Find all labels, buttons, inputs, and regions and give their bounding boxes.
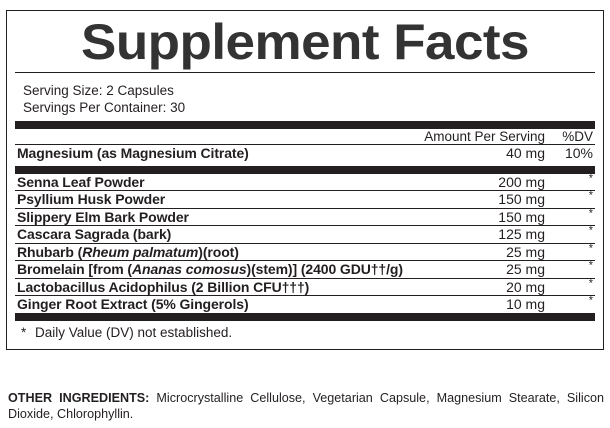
ingredient-latin-name: Rheum palmatum (82, 243, 199, 260)
table-row: Slippery Elm Bark Powder 150 mg * (15, 208, 595, 227)
ingredient-dv: * (588, 294, 593, 307)
ingredient-amount: 150 mg (417, 208, 549, 227)
header-percent-dv: %DV (549, 128, 595, 146)
thick-bar-bottom (15, 312, 595, 321)
ingredient-dv: * (549, 278, 595, 297)
other-ingredients-text: Microcrystalline Cellulose, Vegetarian C… (8, 391, 604, 422)
table-row-magnesium: Magnesium (as Magnesium Citrate) 40 mg 1… (15, 145, 595, 162)
ingredient-name: Senna Leaf Powder (15, 173, 417, 192)
serving-size: Serving Size: 2 Capsules (23, 83, 174, 98)
facts-panel: Supplement Facts Serving Size: 2 Capsule… (6, 10, 604, 351)
ingredient-dv: * (549, 243, 595, 262)
other-ingredients-label: OTHER INGREDIENTS: (8, 391, 150, 405)
nutrition-table: Amount Per Serving %DV Magnesium (as Mag… (15, 128, 595, 162)
footnote-text: Daily Value (DV) not established. (35, 324, 233, 340)
ingredient-name: Lactobacillus Acidophilus (2 Billion CFU… (15, 278, 417, 297)
ingredient-name: Bromelain [from (Ananas comosus)(stem)] … (15, 260, 417, 279)
ingredient-name: Rhubarb (Rheum palmatum)(root) (15, 243, 417, 262)
nutrient-amount: 40 mg (506, 145, 545, 162)
table-row: Cascara Sagrada (bark) 125 mg * (15, 225, 595, 244)
ingredient-latin-name: Ananas comosus (131, 261, 247, 278)
table-row: Rhubarb (Rheum palmatum)(root) 25 mg * (15, 243, 595, 262)
ingredient-name: Psyllium Husk Powder (15, 190, 417, 209)
ingredient-name: Cascara Sagrada (bark) (15, 225, 417, 244)
ingredient-dv: * (549, 260, 595, 279)
table-header-row: Amount Per Serving %DV (15, 128, 595, 146)
nutrient-dv: 10% (564, 145, 593, 162)
ingredients-table: Senna Leaf Powder 200 mg * Psyllium Husk Po… (15, 173, 595, 313)
ingredient-name: Slippery Elm Bark Powder (15, 208, 417, 227)
footnote-symbol: * (21, 324, 27, 340)
header-amount-per-serving: Amount Per Serving (417, 128, 549, 146)
footnote: * Daily Value (DV) not established. (15, 321, 595, 343)
ingredient-amount: 150 mg (417, 190, 549, 209)
serving-info: Serving Size: 2 Capsules Servings Per Co… (23, 83, 595, 117)
ingredient-dv: * (549, 225, 595, 244)
ingredient-amount: 200 mg (417, 173, 549, 192)
header-spacer (15, 128, 417, 146)
ingredient-dv: * (549, 173, 595, 192)
table-row: Senna Leaf Powder 200 mg * (15, 173, 595, 192)
table-row: Ginger Root Extract (5% Gingerols) 10 mg * (15, 294, 595, 313)
table-row: Psyllium Husk Powder 150 mg * (15, 190, 595, 209)
ingredient-amount: 25 mg (417, 260, 549, 279)
ingredient-amount: 125 mg (417, 225, 549, 244)
ingredient-dv: * (549, 208, 595, 227)
thick-bar-top (15, 120, 595, 129)
ingredient-amount: 20 mg (417, 278, 549, 297)
nutrient-name: Magnesium (as Magnesium Citrate) (17, 145, 249, 162)
page-title: Supplement Facts (80, 14, 530, 70)
ingredient-amount: 10 mg (506, 296, 545, 313)
servings-per-container: Servings Per Container: 30 (23, 99, 186, 115)
title-divider (15, 72, 595, 73)
table-row: Bromelain [from (Ananas comosus)(stem)] … (15, 260, 595, 279)
ingredient-amount: 25 mg (417, 243, 549, 262)
thick-bar-middle (15, 165, 595, 174)
other-ingredients: OTHER INGREDIENTS: Microcrystalline Cell… (8, 390, 604, 422)
ingredient-dv: * (549, 190, 595, 209)
ingredient-name: Ginger Root Extract (5% Gingerols) (17, 296, 249, 313)
table-row: Lactobacillus Acidophilus (2 Billion CFU… (15, 278, 595, 297)
